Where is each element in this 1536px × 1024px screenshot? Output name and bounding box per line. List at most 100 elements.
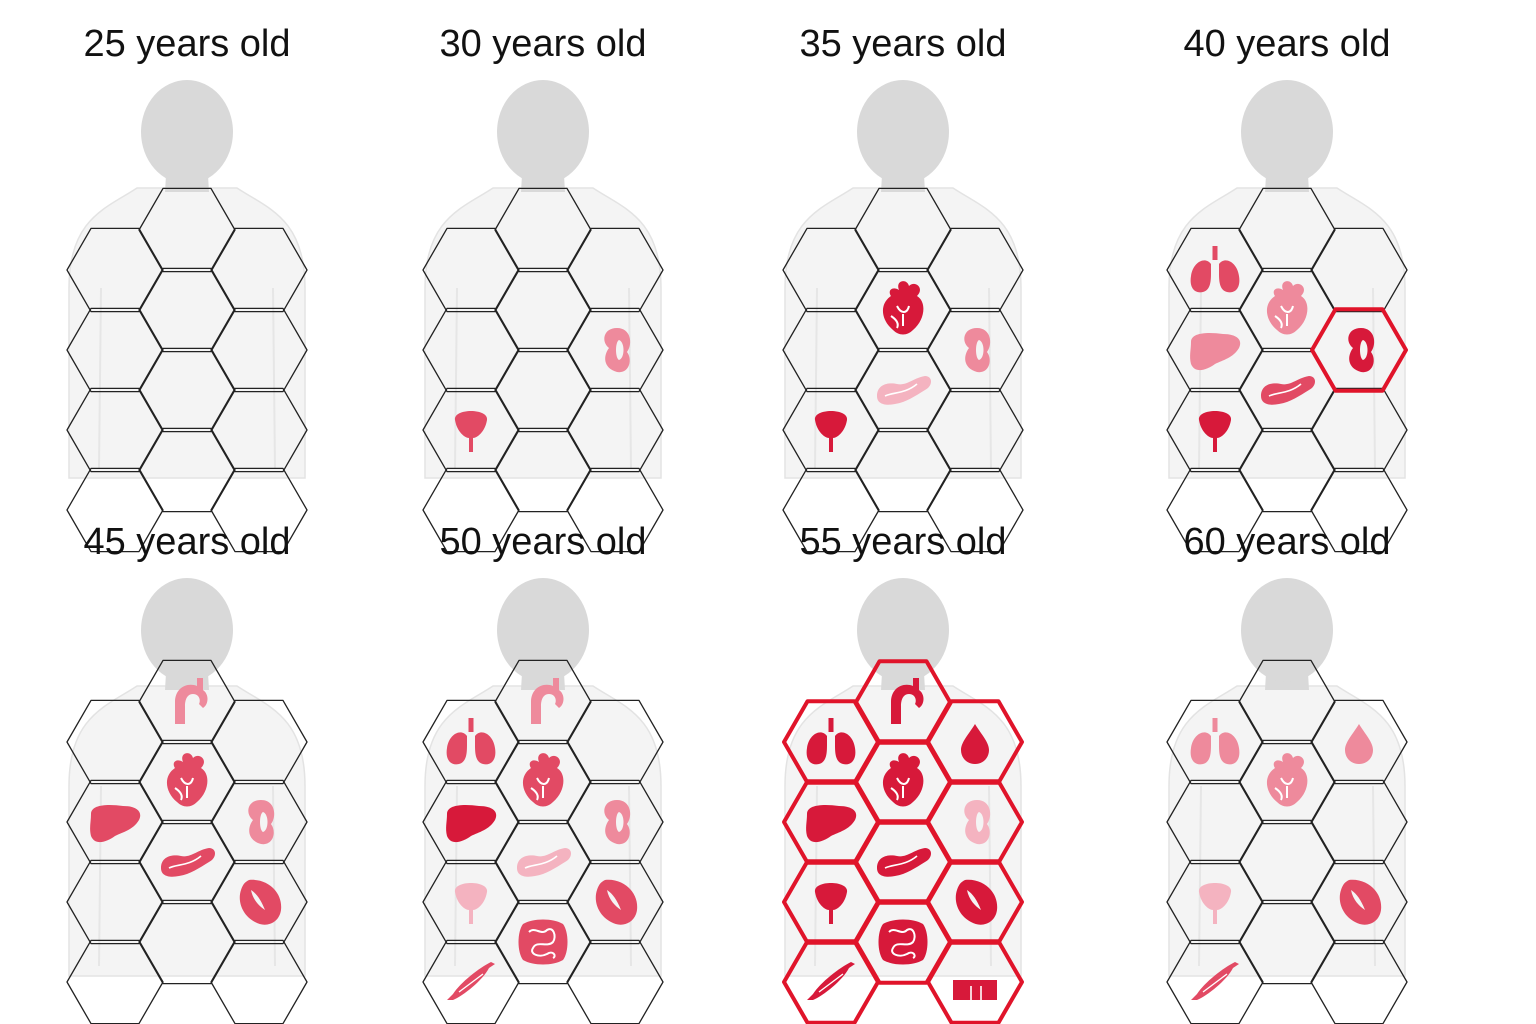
hex-cell [566, 779, 664, 865]
hex-cell [494, 187, 592, 273]
hex-cell [1310, 779, 1408, 865]
hex-cell [782, 387, 880, 473]
hex-cell [210, 307, 308, 393]
hex-grid [1166, 659, 1408, 1024]
liver-icon [90, 804, 141, 843]
hex-grid [422, 659, 664, 1024]
heart-icon [166, 753, 208, 807]
muscle-icon [447, 962, 495, 1000]
pancreas-icon [161, 848, 215, 877]
age-panel: 50 years old [422, 521, 664, 1024]
pancreas-icon [1261, 376, 1315, 405]
human-silhouette [424, 80, 662, 479]
bladder-icon [454, 411, 488, 452]
blood-drop-icon [961, 724, 989, 764]
bladder-icon [814, 883, 848, 924]
heart-icon [882, 753, 924, 807]
hex-cell [1238, 899, 1336, 985]
hex-cell [1166, 467, 1264, 553]
intestine-icon [878, 919, 928, 965]
liver-icon [806, 804, 857, 843]
spleen-icon [239, 879, 282, 925]
hex-cell [1166, 699, 1264, 785]
hex-cell [1166, 387, 1264, 473]
hex-cell [422, 307, 520, 393]
lungs-icon [1190, 246, 1240, 293]
age-panel: 35 years old [782, 23, 1024, 553]
lungs-icon [1190, 718, 1240, 765]
hex-cell [422, 227, 520, 313]
hex-cell [1310, 467, 1408, 553]
panel-title: 50 years old [439, 521, 646, 563]
hex-cell [1310, 859, 1408, 945]
liver-icon [1190, 332, 1241, 371]
hex-cell [926, 387, 1024, 473]
bladder-icon [814, 411, 848, 452]
hex-cell [494, 739, 592, 825]
hex-cell [494, 899, 592, 985]
panel-title: 25 years old [83, 23, 290, 65]
hex-grid [422, 187, 664, 553]
hex-cell [138, 819, 236, 905]
kidney-icon [1348, 328, 1375, 373]
hex-cell [138, 187, 236, 273]
hex-cell [422, 699, 520, 785]
age-panel: 45 years old [66, 521, 308, 1024]
hex-cell [494, 347, 592, 433]
hex-cell [566, 859, 664, 945]
hex-cell [926, 307, 1024, 393]
hex-cell-highlighted [1310, 307, 1408, 393]
hex-cell [1310, 699, 1408, 785]
hex-cell [1238, 739, 1336, 825]
hex-cell [782, 307, 880, 393]
skin-icon [953, 980, 997, 1000]
age-panel: 30 years old [422, 23, 664, 553]
hex-cell [66, 859, 164, 945]
hex-cell [1166, 859, 1264, 945]
hex-cell [566, 307, 664, 393]
hex-cell [1238, 187, 1336, 273]
hex-cell [138, 899, 236, 985]
panel-title: 30 years old [439, 23, 646, 65]
hex-cell [854, 427, 952, 513]
hex-cell [1238, 819, 1336, 905]
aorta-icon [891, 678, 924, 724]
hex-cell [566, 699, 664, 785]
hex-cell [1166, 779, 1264, 865]
hex-cell [422, 779, 520, 865]
kidney-icon [604, 328, 631, 373]
hex-cell [566, 227, 664, 313]
hex-cell [210, 779, 308, 865]
age-panel: 40 years old [1166, 23, 1408, 553]
liver-icon [446, 804, 497, 843]
hex-cell [422, 387, 520, 473]
kidney-icon [964, 328, 991, 373]
hex-cell [66, 467, 164, 553]
hex-cell [138, 427, 236, 513]
hex-cell [566, 387, 664, 473]
age-panel: 25 years old [66, 23, 308, 553]
kidney-icon [604, 800, 631, 845]
hex-cell [854, 187, 952, 273]
hex-cell-highlighted [926, 939, 1024, 1024]
hex-cell [210, 227, 308, 313]
hex-cell [926, 467, 1024, 553]
lungs-icon [806, 718, 856, 765]
human-silhouette [68, 80, 306, 479]
hex-grid [1166, 187, 1408, 553]
hex-cell [138, 347, 236, 433]
hex-cell [66, 779, 164, 865]
spleen-icon [955, 879, 998, 925]
spleen-icon [1339, 879, 1382, 925]
hex-cell [66, 387, 164, 473]
heart-icon [522, 753, 564, 807]
pancreas-icon [877, 848, 931, 877]
hex-cell [494, 267, 592, 353]
hex-cell [138, 739, 236, 825]
kidney-icon [248, 800, 275, 845]
hex-cell [926, 227, 1024, 313]
panel-title: 45 years old [83, 521, 290, 563]
panel-title: 35 years old [799, 23, 1006, 65]
hex-cell [566, 467, 664, 553]
